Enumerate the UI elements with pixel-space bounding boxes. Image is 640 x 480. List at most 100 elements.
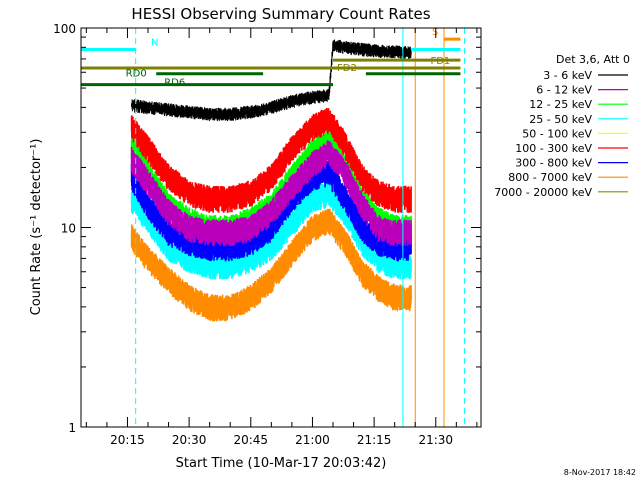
flag-label-rd6: RD6: [164, 78, 185, 89]
data-point: [270, 176, 272, 178]
data-point: [328, 171, 330, 173]
data-point: [147, 257, 149, 259]
data-point: [209, 231, 211, 233]
data-point: [229, 246, 231, 248]
flag-label-rd0: RD0: [126, 69, 147, 80]
data-point: [353, 47, 355, 50]
legend-title: Det 3,6, Att 0: [556, 53, 630, 66]
data-point: [270, 226, 272, 229]
data-point: [394, 231, 396, 233]
data-point: [394, 197, 396, 199]
data-point: [188, 191, 190, 193]
data-point: [328, 191, 330, 193]
flag-label-s: S: [432, 27, 438, 38]
data-point: [291, 222, 293, 224]
legend-label: 3 - 6 keV: [543, 69, 592, 82]
data-point: [209, 306, 211, 308]
data-point: [377, 287, 379, 289]
data-point: [311, 96, 313, 98]
data-point: [229, 113, 231, 115]
data-point: [344, 241, 346, 243]
data-point: [147, 180, 149, 183]
data-point: [394, 246, 396, 248]
axis-layer: 20:15 20:30 20:45 21:00 21:15 21:30 1 10 100: [53, 22, 481, 447]
data-point: [394, 264, 396, 266]
data-point: [147, 147, 149, 149]
data-point: [168, 231, 170, 233]
data-point: [168, 211, 170, 213]
data-point: [377, 257, 379, 259]
x-tick-label: 21:30: [418, 433, 453, 447]
legend-label: 12 - 25 keV: [529, 98, 592, 111]
data-point: [344, 197, 346, 199]
data-point: [131, 236, 133, 238]
x-tick-label: 21:15: [357, 433, 392, 447]
data-point: [209, 113, 211, 115]
data-point: [131, 197, 133, 199]
data-point: [250, 111, 252, 113]
data-point: [311, 126, 313, 128]
data-point: [291, 251, 293, 253]
data-layer: [130, 39, 412, 322]
y-tick-label: 100: [53, 22, 76, 36]
data-point: [188, 296, 190, 298]
chart-title: HESSI Observing Summary Count Rates: [131, 5, 430, 23]
legend-label: 25 - 50 keV: [529, 113, 592, 126]
data-point: [361, 204, 363, 206]
data-point: [209, 246, 211, 248]
data-point: [131, 126, 133, 128]
x-tick-label: 20:30: [172, 433, 207, 447]
data-point: [291, 100, 293, 102]
data-point: [270, 106, 272, 108]
data-point: [394, 296, 396, 298]
data-point: [168, 278, 170, 280]
footer-timestamp: 8-Nov-2017 18:42: [564, 468, 636, 477]
legend-label: 7000 - 20000 keV: [494, 186, 592, 199]
data-point: [188, 257, 190, 259]
flag-label-fd2: FD2: [337, 63, 357, 74]
data-point: [250, 257, 252, 259]
data-point: [410, 264, 412, 266]
data-point: [291, 186, 293, 188]
data-point: [291, 147, 293, 149]
data-point: [188, 226, 190, 229]
data-point: [168, 176, 170, 178]
annotation-layer: NSFD1FD2RD0RD6: [81, 27, 466, 427]
data-point: [311, 197, 313, 199]
data-point: [131, 158, 133, 160]
data-point: [410, 246, 412, 248]
data-point: [377, 191, 379, 193]
legend-label: 300 - 800 keV: [515, 157, 592, 170]
data-point: [410, 231, 412, 233]
data-point: [328, 118, 330, 120]
data-point: [147, 204, 149, 206]
data-point: [250, 296, 252, 298]
flag-label-n: N: [151, 38, 158, 49]
data-point: [361, 271, 363, 273]
data-point: [270, 278, 272, 280]
legend-label: 6 - 12 keV: [536, 84, 592, 97]
data-point: [270, 246, 272, 248]
legend-label: 100 - 300 keV: [515, 142, 592, 155]
data-point: [209, 264, 211, 266]
data-point: [377, 226, 379, 229]
x-tick-label: 20:15: [110, 433, 145, 447]
data-point: [229, 306, 231, 308]
series-100-300kev-trace: [130, 108, 412, 213]
data-point: [131, 176, 133, 178]
data-point: [168, 246, 170, 248]
data-point: [270, 211, 272, 213]
data-point: [311, 226, 313, 229]
x-axis-label: Start Time (10-Mar-17 20:03:42): [176, 456, 387, 471]
data-point: [361, 226, 363, 229]
data-point: [229, 197, 231, 199]
data-point: [394, 51, 396, 53]
data-point: [328, 151, 330, 153]
data-point: [410, 197, 412, 199]
data-point: [361, 176, 363, 178]
legend-label: 50 - 100 keV: [522, 127, 592, 140]
y-tick-label: 10: [61, 222, 76, 236]
x-tick-label: 20:45: [233, 433, 268, 447]
